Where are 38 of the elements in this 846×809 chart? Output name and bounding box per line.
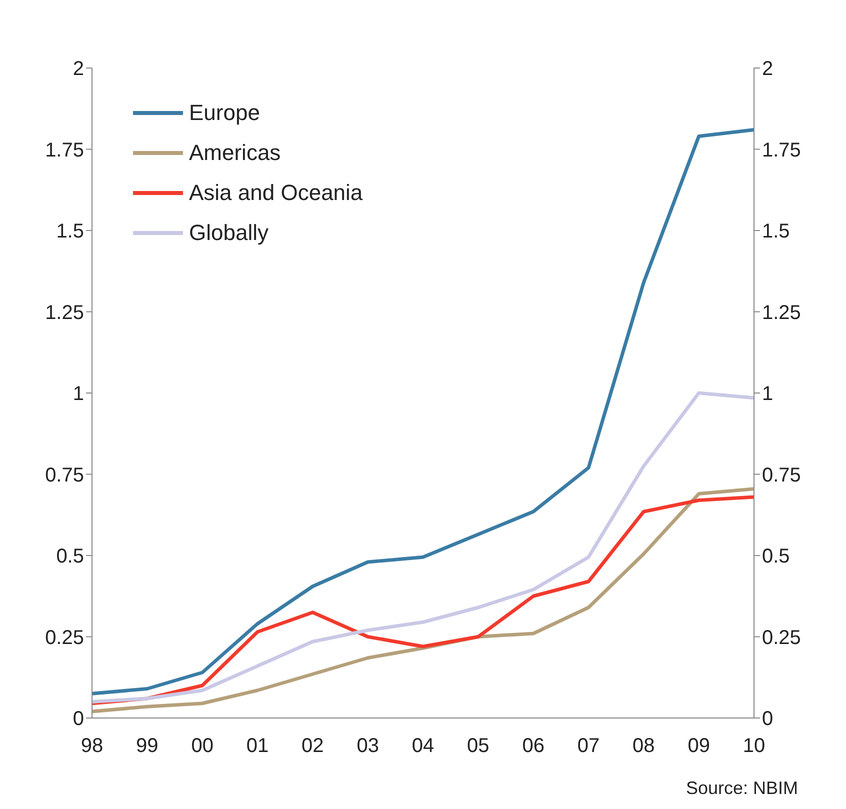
x-tick-label: 99	[136, 735, 158, 758]
x-tick-label: 04	[412, 735, 434, 758]
legend-label: Europe	[189, 99, 260, 127]
x-tick-label: 09	[688, 735, 710, 758]
x-tick-label: 98	[80, 735, 104, 758]
y-tick-label: 0.5	[56, 546, 84, 568]
x-tick-label: 00	[191, 735, 214, 758]
y-tick-label: 0	[72, 708, 84, 730]
y-tick-label: 0.25	[45, 626, 84, 649]
legend-label: Asia and Oceania	[189, 179, 363, 207]
x-tick-label: 05	[467, 735, 490, 758]
y2-tick-label: 1	[762, 383, 774, 406]
x-tick-label: 01	[246, 735, 269, 758]
x-tick-label: 10	[742, 735, 766, 758]
y2-tick-label: 0.75	[762, 464, 801, 486]
y-tick-label: 1.25	[45, 302, 84, 324]
line-series	[90, 391, 756, 704]
y2-tick-label: 0	[762, 708, 774, 730]
source-note: Source: NBIM	[686, 778, 798, 799]
y2-tick-label: 1.25	[762, 302, 801, 324]
y2-tick-label: 2	[762, 58, 774, 80]
y-tick-label: 2	[72, 58, 84, 80]
y-tick-label: 0.75	[45, 464, 84, 486]
x-tick-label: 08	[632, 735, 655, 758]
x-tick-label: 07	[577, 735, 600, 758]
y-tick-label: 1	[72, 383, 84, 406]
legend-label: Americas	[189, 139, 281, 167]
x-tick-label: 02	[302, 735, 324, 758]
legend-label: Globally	[189, 219, 268, 247]
x-tick-label: 06	[522, 735, 544, 758]
y2-tick-label: 1.75	[762, 139, 801, 162]
y2-tick-label: 0.25	[762, 626, 801, 649]
y-tick-label: 1.75	[45, 139, 84, 162]
y2-tick-label: 1.5	[762, 220, 790, 243]
y2-tick-label: 0.5	[762, 546, 790, 568]
x-tick-label: 03	[356, 735, 379, 758]
line-series	[90, 128, 756, 696]
y-tick-label: 1.5	[56, 220, 84, 243]
